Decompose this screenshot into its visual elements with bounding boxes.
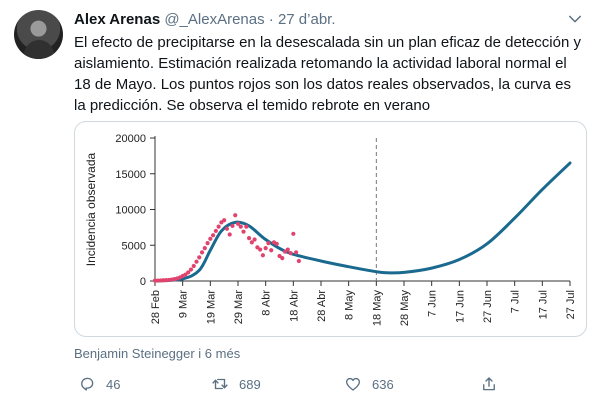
- observed-data-point: [274, 241, 279, 246]
- observed-data-point: [194, 259, 199, 264]
- y-tick-label: 10000: [115, 205, 146, 217]
- x-tick-label: 27 Jun: [482, 290, 494, 323]
- tweet-header: Alex Arenas @_AlexArenas · 27 d’abr.: [74, 11, 336, 28]
- observed-data-point: [246, 236, 252, 241]
- observed-data-point: [205, 241, 210, 246]
- observed-data-point: [235, 221, 241, 226]
- tweet-media-chart[interactable]: 0 5000 10000 15000 20000 Incidencia observada…: [74, 121, 587, 337]
- observed-data-point: [252, 237, 257, 242]
- x-tick-label: 7 Jun: [427, 290, 439, 317]
- observed-data-point: [227, 232, 232, 237]
- x-tick-label: 28 Feb: [150, 290, 162, 324]
- observed-data-point: [258, 247, 263, 252]
- separator-dot: ·: [268, 11, 274, 28]
- observed-data-point: [186, 270, 191, 275]
- observed-data-point: [269, 248, 274, 253]
- x-tick-label: 19 Mar: [205, 290, 217, 325]
- x-tick-label: 18 May: [371, 290, 383, 327]
- observed-data-point: [233, 213, 238, 218]
- observed-data-point: [291, 231, 296, 236]
- chart: 0 5000 10000 15000 20000 Incidencia observada…: [84, 133, 577, 327]
- reply-count: 46: [106, 376, 121, 392]
- author-name[interactable]: Alex Arenas: [74, 11, 161, 28]
- retweet-icon: [212, 378, 228, 390]
- y-tick-label: 5000: [122, 240, 146, 252]
- share-button[interactable]: [480, 372, 508, 396]
- observed-data-point: [280, 256, 285, 261]
- tweet-date[interactable]: 27 d’abr.: [277, 11, 336, 28]
- prediction-curve: [153, 161, 572, 283]
- x-tick-label: 28 May: [399, 290, 411, 327]
- x-tick-label: 17 Jun: [454, 290, 466, 323]
- y-tick-label: 20000: [115, 133, 146, 145]
- observed-data-point: [202, 246, 207, 251]
- observed-data-point: [222, 218, 227, 223]
- media-attribution[interactable]: Benjamin Steinegger i 6 més: [74, 346, 241, 361]
- observed-data-point: [230, 223, 235, 229]
- observed-data-point: [224, 226, 230, 231]
- x-tick-label: 9 Mar: [178, 290, 190, 318]
- x-tick-label: 17 Jul: [537, 290, 549, 319]
- x-tick-label: 7 Jul: [510, 290, 522, 313]
- retweet-count: 689: [239, 376, 261, 392]
- x-tick-label: 8 May: [344, 290, 356, 320]
- y-tick-label: 0: [140, 276, 146, 288]
- like-button[interactable]: 636: [344, 372, 394, 396]
- avatar[interactable]: [14, 10, 63, 59]
- observed-data-point: [208, 236, 213, 241]
- x-tick-label: 18 Abr: [288, 290, 300, 322]
- observed-data-point: [199, 250, 205, 255]
- reply-button[interactable]: 46: [78, 372, 120, 396]
- like-count: 636: [372, 376, 394, 392]
- x-tick-label: 27 Jul: [565, 290, 577, 319]
- observed-data-point: [216, 224, 221, 229]
- x-tick-label: 8 Abr: [261, 290, 273, 316]
- observed-data-point: [211, 233, 216, 238]
- observed-data-point: [213, 228, 218, 234]
- observed-data-point: [260, 253, 265, 258]
- y-tick-label: 15000: [115, 169, 146, 181]
- observed-data-point: [249, 240, 254, 245]
- observed-data-point: [285, 247, 290, 252]
- observed-data-point: [191, 263, 196, 269]
- observed-data-point: [263, 246, 268, 251]
- tweet-text: El efecto de precipitarse en la desescal…: [74, 34, 581, 114]
- x-tick-label: 29 Mar: [233, 290, 245, 325]
- observed-data-point: [241, 229, 246, 234]
- chevron-down-icon[interactable]: [566, 10, 584, 28]
- observed-data-point: [296, 258, 301, 264]
- x-tick-label: 28 Abr: [316, 290, 328, 322]
- observed-data-point: [294, 250, 299, 255]
- heart-icon: [345, 377, 361, 391]
- observed-data-point: [197, 255, 202, 260]
- observed-data-point: [244, 224, 249, 229]
- observed-data-point: [188, 267, 194, 272]
- tweet-actions: 46 689 636: [74, 372, 514, 396]
- y-axis-label: Incidencia observada: [84, 152, 98, 266]
- author-handle[interactable]: @_AlexArenas: [164, 11, 265, 28]
- observed-data-point: [288, 251, 293, 256]
- observed-data-point: [266, 241, 271, 246]
- reply-icon: [81, 377, 94, 391]
- share-icon: [483, 377, 495, 391]
- observed-data-point: [238, 224, 243, 229]
- retweet-button[interactable]: 689: [211, 372, 261, 396]
